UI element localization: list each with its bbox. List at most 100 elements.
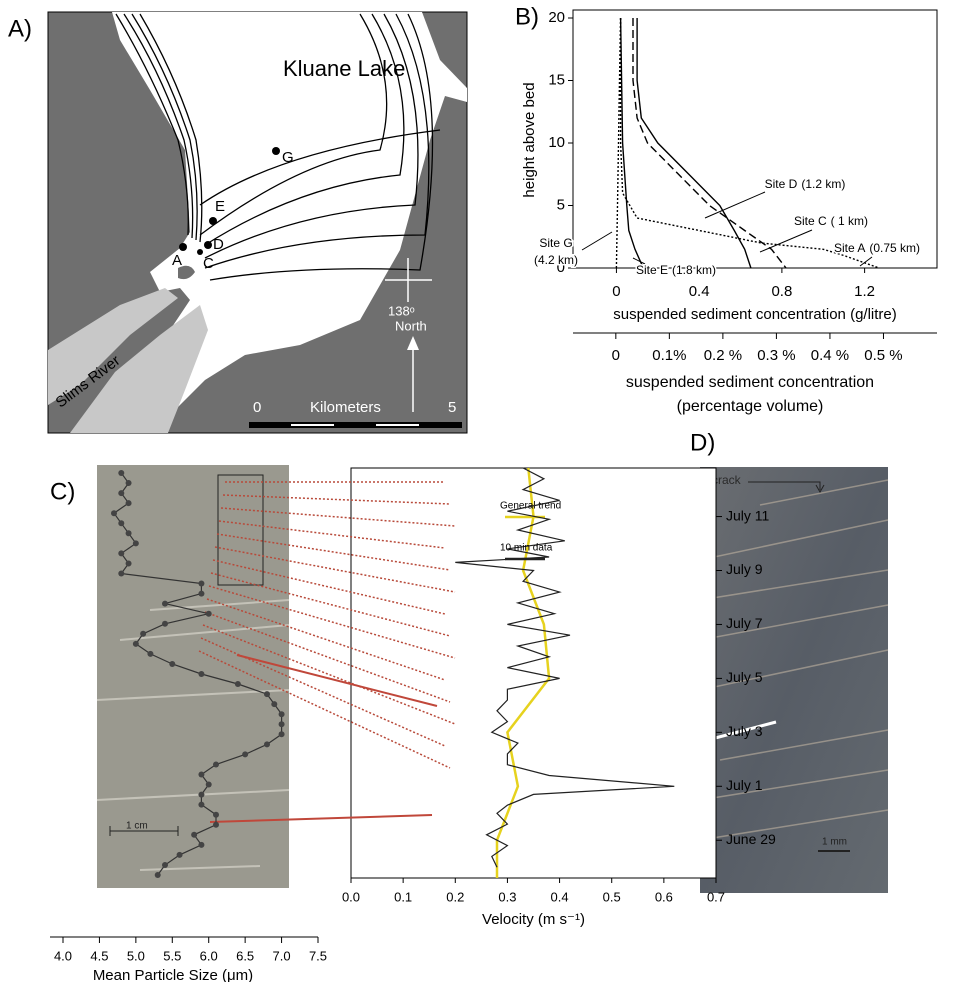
scale-label: 1 mm (822, 837, 847, 848)
panel-label: C) (50, 478, 75, 505)
size-point (264, 741, 270, 748)
size-point (234, 681, 241, 688)
size-tick-label: 6.5 (236, 948, 254, 963)
size-point (176, 851, 183, 858)
x-tick-label: 1.2 (854, 283, 875, 300)
sample-box (217, 474, 264, 586)
x-tick-label: 0.1 (394, 889, 412, 904)
size-axis-label: Mean Particle Size (μm) (93, 967, 253, 982)
size-point (198, 791, 205, 798)
y-tick-label: July 5 (726, 669, 763, 685)
crack-label: crack (712, 473, 742, 487)
x2-axis-label: (percentage volume) (677, 398, 824, 415)
size-point (169, 660, 176, 667)
size-point (213, 761, 219, 768)
x-axis-label: suspended sediment concentration (g/litr… (613, 306, 897, 323)
panel-label: B) (515, 3, 539, 30)
y-tick-label: July 1 (726, 777, 763, 793)
size-point (198, 671, 205, 677)
leader-line (859, 256, 873, 267)
legend-label: 10 min data (500, 543, 553, 554)
size-point (125, 480, 132, 487)
series-distance: (4.2 km) (534, 253, 578, 267)
size-point (198, 590, 205, 597)
series-name: Site D (765, 177, 798, 191)
size-point (125, 560, 132, 567)
compass (385, 258, 432, 412)
tie-line (222, 494, 451, 505)
leader-line (581, 231, 613, 251)
size-point (213, 811, 219, 818)
size-point (118, 470, 125, 476)
size-tick-label: 5.0 (127, 948, 145, 963)
x2-tick-label: 0.2 % (704, 347, 742, 364)
size-point (118, 570, 125, 577)
y-tick-label: 10 (548, 134, 565, 151)
series-distance: ( 1 km) (831, 214, 868, 228)
x-tick-label: 0.3 (498, 889, 516, 904)
series-name: Site C (794, 214, 827, 228)
series-distance: (0.75 km) (869, 241, 920, 255)
size-point (198, 841, 205, 848)
series-name: Site G (539, 236, 572, 250)
x2-tick-label: 0.3 % (757, 347, 795, 364)
size-point (271, 701, 278, 708)
size-tick-label: 5.5 (163, 948, 181, 963)
x-axis-label: Velocity (m s⁻¹) (482, 911, 585, 928)
x2-axis-label: suspended sediment concentration (626, 374, 874, 391)
x-tick-label: 0.4 (689, 283, 710, 300)
series-name: Site A (834, 241, 865, 255)
size-tick-label: 4.0 (54, 948, 72, 963)
tie-line (204, 611, 451, 703)
north-label: North (395, 318, 427, 333)
profile-line (636, 18, 752, 269)
leader-line (704, 191, 766, 219)
size-tick-label: 6.0 (200, 948, 218, 963)
tie-line (210, 572, 451, 637)
size-point (213, 821, 219, 828)
size-point (125, 530, 132, 537)
size-point (198, 580, 205, 587)
y-tick-label: July 3 (726, 723, 763, 739)
series-distance: (1.8 km) (672, 263, 716, 277)
island (178, 265, 195, 280)
x2-tick-label: 0.4 % (811, 347, 849, 364)
scale-bar (249, 422, 462, 428)
size-point (125, 500, 132, 507)
delta (70, 305, 208, 433)
size-point (162, 620, 168, 627)
size-point (198, 801, 205, 808)
laminae (699, 479, 889, 841)
series-label: Site D (1.2 km) (765, 177, 846, 191)
size-point (118, 520, 125, 527)
size-point (111, 510, 117, 517)
series-name: Site E (636, 263, 668, 277)
size-point (205, 610, 212, 617)
size-point (264, 691, 270, 698)
site-label: E (215, 198, 225, 215)
x-tick-label: 0.4 (551, 889, 569, 904)
panel-label: A) (8, 15, 32, 42)
size-point (140, 630, 147, 637)
size-tick-label: 7.0 (273, 948, 291, 963)
size-point (154, 872, 161, 878)
y-tick-label: July 9 (726, 561, 763, 577)
x2-tick-label: 0 (612, 347, 620, 364)
y-tick-label: 15 (548, 71, 565, 88)
size-point (198, 771, 205, 778)
size-point (242, 751, 249, 758)
site-markers (179, 147, 280, 255)
size-point (132, 540, 139, 547)
velocity-line (495, 467, 551, 878)
tie-line (206, 598, 446, 681)
x-tick-label: 0.2 (446, 889, 464, 904)
x-tick-label: 0.0 (342, 889, 360, 904)
series-label: Site G (4.2 km) (534, 236, 578, 267)
x2-tick-label: 0.5 % (864, 347, 902, 364)
site-label: A (172, 252, 182, 269)
series-distance: (1.2 km) (801, 177, 845, 191)
scale-start: 0 (253, 399, 261, 416)
leader-line (759, 229, 813, 253)
y-tick-label: 0 (557, 259, 565, 276)
scale-end: 5 (448, 399, 456, 416)
